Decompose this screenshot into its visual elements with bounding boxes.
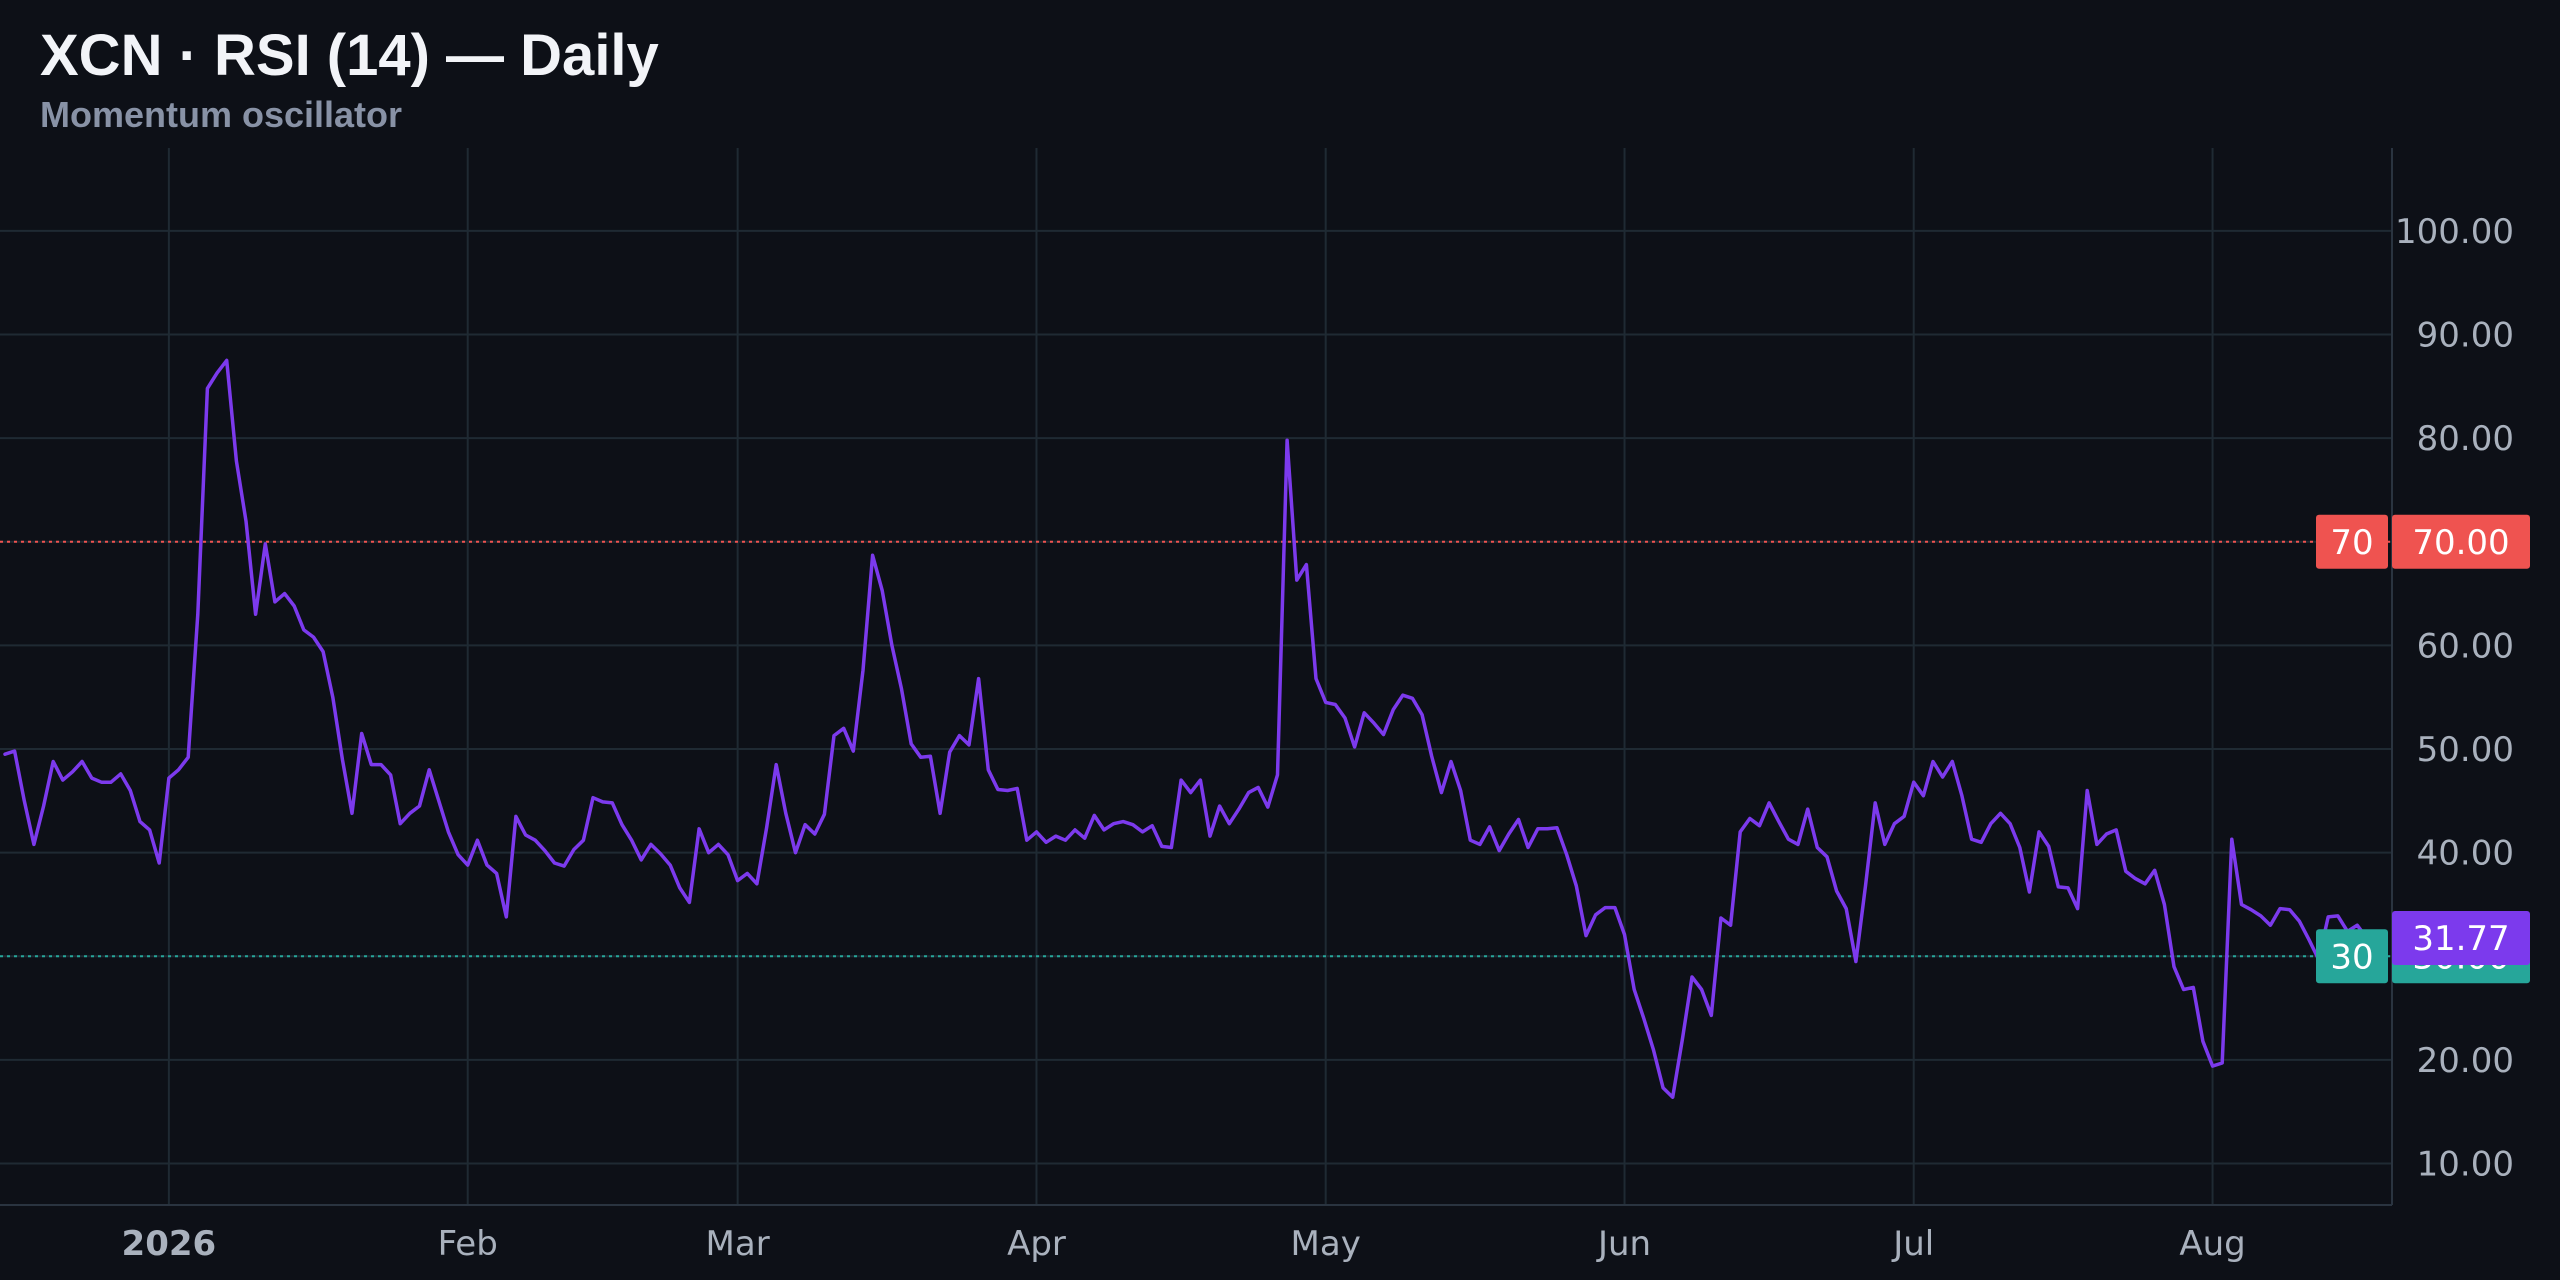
y-tick-label: 20.00	[2417, 1041, 2514, 1081]
level-badge-70: 70.00	[2392, 514, 2530, 569]
x-tick-label: Apr	[1007, 1224, 1066, 1264]
x-tick-label: Aug	[2179, 1224, 2245, 1264]
x-tick-label: Feb	[438, 1224, 498, 1264]
y-tick-label: 40.00	[2417, 834, 2514, 874]
x-tick-label: Jul	[1891, 1224, 1934, 1264]
rsi-series-line	[3, 358, 2369, 1099]
last-value-badge: 31.77	[2392, 910, 2530, 965]
level-marker-30: 30	[2316, 929, 2388, 984]
x-tick-label: Mar	[706, 1224, 770, 1264]
x-tick-label: May	[1291, 1224, 1361, 1264]
last-value-badge-bg	[2392, 910, 2530, 965]
y-tick-label: 90.00	[2417, 316, 2514, 356]
level-marker-70: 70	[2316, 514, 2388, 569]
level-marker-70-text: 70	[2330, 523, 2373, 563]
y-tick-label: 100.00	[2395, 212, 2514, 252]
x-tick-label: 2026	[122, 1224, 217, 1264]
level-marker-70-bg	[2316, 514, 2388, 569]
chart-subtitle: Momentum oscillator	[40, 94, 403, 135]
x-tick-label: Jun	[1596, 1224, 1651, 1264]
level-badge-70-text: 70.00	[2412, 523, 2509, 563]
level-badge-70-bg	[2392, 514, 2530, 569]
chart-title: XCN · RSI (14) — Daily	[40, 23, 659, 88]
rsi-line-layer	[3, 358, 2369, 1099]
level-marker-30-bg	[2316, 929, 2388, 984]
y-tick-label: 60.00	[2417, 626, 2514, 666]
level-marker-30-text: 30	[2330, 937, 2373, 977]
last-value-badge-text: 31.77	[2412, 919, 2509, 959]
y-tick-label: 10.00	[2417, 1145, 2514, 1185]
y-tick-label: 50.00	[2417, 730, 2514, 770]
grid	[0, 148, 2392, 1205]
y-tick-label: 80.00	[2417, 419, 2514, 459]
axes: 10.0020.0030.0040.0050.0060.0070.0080.00…	[0, 148, 2514, 1264]
